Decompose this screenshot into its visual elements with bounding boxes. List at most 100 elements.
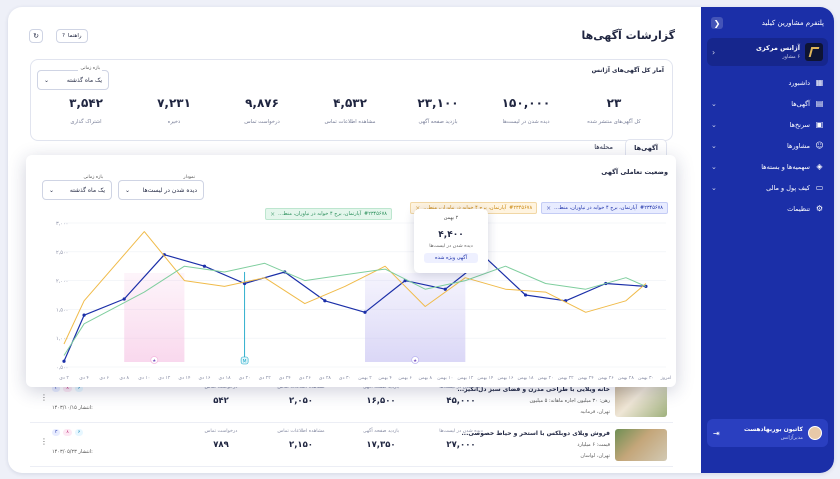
tab-ads[interactable]: آگهی‌ها (625, 139, 667, 155)
period-caption: بازه زمانی (78, 66, 102, 71)
x-tick-label: ۲۰ دی (239, 375, 251, 381)
ad-thumbnail[interactable] (615, 385, 667, 417)
x-tick-label: ۲۶ دی (299, 375, 312, 381)
y-tick-label: ۱,۵۰۰ (56, 307, 68, 313)
featured-ad-button[interactable]: آگهی ویژه شده (424, 253, 478, 263)
help-button[interactable]: راهنما ? (56, 29, 88, 43)
region-marker (150, 356, 159, 364)
close-icon[interactable]: × (546, 204, 552, 212)
x-tick-label: ۲۶ بهمن (598, 375, 614, 381)
close-icon[interactable]: × (415, 204, 421, 212)
chart-period-select[interactable]: بازه زمانی یک ماه گذشته ⌄ (42, 175, 112, 200)
stat-label: مشاهده اطلاعات تماس (324, 119, 376, 125)
stat-label: درخواست تماس (244, 119, 280, 125)
x-tick-label: ۲۴ بهمن (578, 375, 594, 381)
column-header: بازدید صفحه آگهی (362, 429, 400, 434)
stat-value: ۹,۸۷۶ (245, 96, 279, 110)
chevron-down-icon: ⌄ (44, 76, 50, 84)
tooltip-value: ۴,۴۰۰ (438, 230, 464, 240)
x-tick-label: ۶ دی (99, 376, 109, 381)
y-tick-label: ۲,۵۰۰ (56, 250, 68, 256)
vertical-marker-label: M (243, 358, 247, 364)
ad-thumbnail[interactable] (615, 429, 667, 461)
tooltip-date: ۲ بهمن (443, 215, 459, 221)
sidebar-item-agents[interactable]: ☺ مشاورها ⌄ (701, 135, 834, 156)
main-content: گزارشات آگهی‌ها راهنما ? ↻ آمار کل آگهی‌… (8, 7, 701, 473)
stat-item: ۲۳,۱۰۰ بازدید صفحه آگهی (396, 96, 480, 125)
ad-chip[interactable]: #۲۳۴۵۶۷۸ آپارتمان، برج ۴ خوابه در نیاورا… (265, 208, 392, 220)
sidebar-header: پلتفرم مشاورین کیلید ❮ (701, 7, 834, 29)
chart-metric-select[interactable]: نمودار دیده شدن در لیست‌ها ⌄ (118, 175, 204, 200)
more-options-icon[interactable]: ⋮ (40, 393, 48, 402)
stats-period-select[interactable]: بازه زمانی یک ماه گذشته ⌄ (37, 66, 109, 90)
data-point (523, 293, 528, 297)
tab-neighborhoods[interactable]: محله‌ها (594, 143, 613, 151)
ad-badges: ۳ ۸ ۶ (52, 385, 84, 392)
stat-value: ۲۳ (606, 96, 622, 110)
sidebar-item-label: تنظیمات (787, 204, 810, 213)
stat-value: ۳,۵۴۲ (69, 96, 103, 110)
sidebar: پلتفرم مشاورین کیلید ❮ آژانس مرکزی ۶ مشا… (701, 7, 834, 473)
column-header: دیده شدن در لیست‌ها (439, 385, 483, 390)
stat-item: ۲۳ کل آگهی‌های منتشر شده (572, 96, 656, 125)
sidebar-item-dashboard[interactable]: ▦ داشبورد (701, 72, 834, 93)
y-tick-label: ۳,۰۰۰ (56, 221, 68, 227)
collapse-sidebar-icon[interactable]: ❮ (711, 17, 723, 29)
ad-chip[interactable]: #۲۳۴۵۶۷۸ آپارتمان، برج ۴ خوابه در نیاورا… (541, 202, 668, 214)
column-header: بازدید صفحه آگهی (362, 385, 400, 390)
chart-period-value: یک ماه گذشته (69, 186, 105, 194)
chart-tooltip: ۲ بهمن ۴,۴۰۰ دیده شدن در لیست‌ها آگهی وی… (414, 209, 488, 273)
x-tick-label: ۲۸ بهمن (618, 375, 634, 381)
x-tick-label: ۱۲ بهمن (457, 375, 473, 381)
logout-icon[interactable]: ⇥ (713, 428, 720, 438)
cell-page-views: بازدید صفحه آگهی ۱۷,۳۵۰ (349, 429, 413, 450)
column-header: دیده شدن در لیست‌ها (439, 429, 483, 434)
badge: ۶ (74, 385, 84, 392)
table-row[interactable]: خانه ویلایی با طراحی مدرن و فضای سبز دل‌… (30, 379, 673, 423)
table-row[interactable]: فروش ویلای دوبلکس با استخر و حیاط خصوصی.… (30, 423, 673, 467)
stat-label: اشتراک گذاری (70, 119, 102, 125)
sidebar-item-settings[interactable]: ⚙ تنظیمات (701, 198, 834, 219)
column-header: درخواست تماس (204, 429, 238, 434)
highlight-region (365, 273, 466, 362)
refresh-button[interactable]: ↻ (29, 29, 43, 43)
chevron-down-icon: ⌄ (711, 183, 717, 192)
x-tick-label: ۳۰ بهمن (638, 375, 654, 381)
publish-date: ۱۴۰۳/۱۰/۱۵ انتشار: (52, 405, 93, 411)
data-point (122, 297, 126, 301)
region-marker-label: ★ (413, 358, 417, 364)
chart-icon: ▣ (815, 120, 824, 129)
x-tick-label: ۲۰ بهمن (538, 375, 554, 381)
sidebar-item-quotas[interactable]: ◈ سهمیه‌ها و بسته‌ها ⌄ (701, 156, 834, 177)
chevron-down-icon: ⌄ (711, 141, 717, 150)
ad-price: قیمت: ۶ میلیارد (577, 442, 610, 448)
data-point (62, 359, 66, 363)
more-options-icon[interactable]: ⋮ (40, 437, 48, 446)
x-tick-label: ۸ دی (119, 376, 129, 381)
close-icon[interactable]: × (270, 210, 276, 218)
page-title: گزارشات آگهی‌ها (581, 29, 676, 42)
vertical-marker-badge (240, 356, 249, 365)
x-tick-label: ۶ بهمن (398, 376, 412, 381)
sidebar-item-wallet[interactable]: ▭ کیف پول و مالی ⌄ (701, 177, 834, 198)
ad-title[interactable]: خانه ویلایی با طراحی مدرن و فضای سبز دل‌… (457, 386, 610, 393)
publish-date: ۱۴۰۳/۰۵/۲۳ انتشار: (52, 449, 93, 455)
region-marker (411, 356, 420, 364)
user-card: کاتیون بوربهادهست مدیرآژانس ⇥ (707, 419, 828, 447)
agency-role: ۶ مشاور (782, 54, 800, 60)
stat-label: ذخیره (167, 119, 181, 125)
x-tick-label: ۸ بهمن (418, 376, 432, 381)
sidebar-nav: ▦ داشبورد ▤ آگهی‌ها ⌄ ▣ سرنخ‌ها ⌄ ☺ مشاو… (701, 72, 834, 219)
badge: ۳ (52, 385, 61, 392)
x-tick-label: ۱۴ دی (178, 376, 191, 381)
sidebar-item-leads[interactable]: ▣ سرنخ‌ها ⌄ (701, 114, 834, 135)
sidebar-item-label: سرنخ‌ها (789, 120, 810, 129)
gear-icon: ⚙ (815, 204, 824, 213)
region-marker-label: ★ (152, 358, 156, 364)
stat-label: کل آگهی‌های منتشر شده (587, 119, 641, 125)
period-value: یک ماه گذشته (66, 76, 102, 84)
agency-switcher[interactable]: آژانس مرکزی ۶ مشاور ‹ (707, 38, 828, 66)
y-tick-label: ۲,۰۰۰ (56, 279, 68, 285)
sidebar-item-ads[interactable]: ▤ آگهی‌ها ⌄ (701, 93, 834, 114)
ad-title[interactable]: فروش ویلای دوبلکس با استخر و حیاط خصوصی.… (461, 430, 610, 437)
